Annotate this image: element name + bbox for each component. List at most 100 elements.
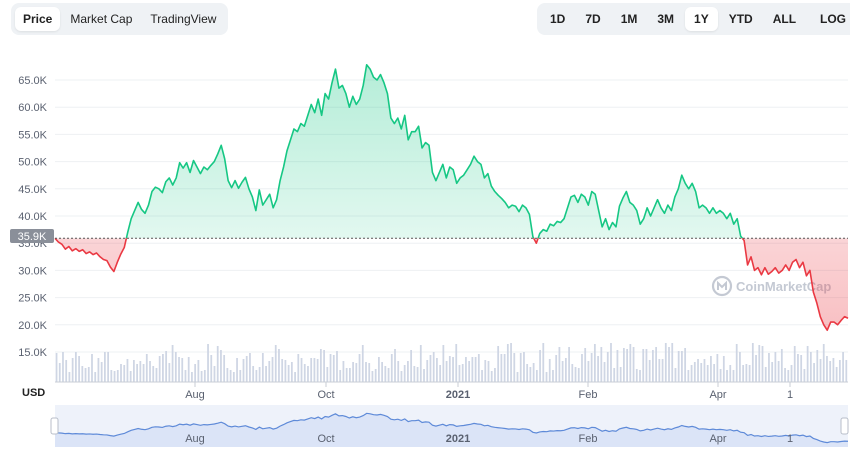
- volume-bar: [452, 357, 454, 382]
- volume-bar: [822, 344, 825, 382]
- volume-bar: [581, 354, 583, 382]
- volume-bar: [300, 358, 303, 382]
- range-tab-1d[interactable]: 1D: [550, 12, 566, 26]
- y-tick-label: 45.0K: [18, 184, 47, 196]
- price-area-up: [55, 64, 848, 239]
- range-navigator[interactable]: Aug Oct 2021 Feb Apr 1: [50, 405, 849, 447]
- price-line-up: [54, 63, 744, 239]
- volume-bar: [155, 368, 158, 382]
- volume-bar: [323, 350, 325, 382]
- volume-bar: [619, 367, 622, 382]
- volume-bar: [191, 372, 193, 382]
- volume-bar: [487, 361, 490, 382]
- tab-tradingview[interactable]: TradingView: [150, 12, 217, 26]
- volume-bar: [258, 367, 261, 382]
- volume-bar: [268, 361, 271, 382]
- volume-bar: [735, 344, 738, 382]
- navigator-right-handle[interactable]: [840, 417, 849, 435]
- volume-bar: [413, 366, 416, 382]
- volume-bar: [213, 366, 216, 382]
- volume-bar: [684, 348, 687, 382]
- grid-lines: [55, 79, 848, 353]
- volume-bar: [310, 358, 313, 382]
- volume-bar: [816, 350, 819, 382]
- coinmarketcap-watermark: CoinMarketCap: [711, 275, 831, 297]
- volume-bar: [297, 354, 300, 382]
- y-tick-label: 30.0K: [18, 265, 47, 277]
- x-tick-label: Feb: [579, 389, 598, 401]
- volume-bar: [419, 345, 422, 382]
- tab-market-cap[interactable]: Market Cap: [70, 12, 133, 26]
- volume-bar: [345, 368, 348, 382]
- volume-bar: [793, 346, 796, 382]
- volume-bar: [378, 357, 380, 382]
- y-tick-label: 25.0K: [18, 293, 47, 305]
- volume-bar: [245, 356, 248, 382]
- volume-bar: [181, 358, 184, 382]
- range-tab-1y[interactable]: 1Y: [685, 7, 718, 31]
- volume-bar: [655, 347, 658, 382]
- log-scale-button[interactable]: LOG: [820, 12, 846, 26]
- volume-bar: [726, 370, 728, 382]
- volume-bar: [813, 363, 815, 382]
- volume-bar: [403, 365, 406, 382]
- y-tick-label: 60.0K: [18, 102, 47, 114]
- volume-bar: [593, 344, 596, 382]
- volume-bar: [497, 346, 500, 382]
- watermark-text: CoinMarketCap: [736, 279, 831, 294]
- volume-bar: [416, 367, 419, 382]
- volume-bar: [410, 350, 413, 382]
- volume-bar: [535, 370, 538, 382]
- volume-bar: [661, 359, 664, 382]
- volume-bar: [239, 370, 242, 382]
- volume-bar: [648, 360, 651, 382]
- volume-bar: [220, 350, 222, 382]
- volume-bar: [674, 368, 677, 382]
- volume-bar: [829, 361, 832, 382]
- volume-bar: [426, 360, 429, 382]
- volume-bar: [561, 361, 564, 382]
- x-tick-label: Oct: [317, 389, 334, 401]
- volume-bar: [171, 345, 174, 382]
- volume-bar: [845, 360, 848, 382]
- range-tab-7d[interactable]: 7D: [585, 12, 601, 26]
- volume-bar: [107, 352, 109, 382]
- volume-bar: [610, 343, 612, 382]
- volume-bar: [455, 344, 458, 382]
- volume-bar: [210, 355, 213, 382]
- volume-bar: [510, 343, 512, 382]
- volume-bar: [584, 348, 587, 382]
- range-tab-all[interactable]: ALL: [772, 12, 797, 26]
- volume-bar: [819, 359, 822, 382]
- current-price-label: 35.9K: [10, 229, 54, 243]
- volume-bar: [564, 358, 567, 382]
- y-tick-label: 15.0K: [18, 347, 47, 359]
- volume-bar: [374, 369, 377, 382]
- volume-bar: [187, 357, 190, 382]
- volume-bar: [519, 353, 522, 382]
- volume-bar: [432, 352, 435, 382]
- volume-bar: [693, 362, 696, 382]
- volume-bar: [574, 367, 577, 382]
- volume-bar: [439, 365, 442, 382]
- volume-bar: [355, 363, 358, 382]
- range-tab-3m[interactable]: 3M: [657, 12, 675, 26]
- range-tab-ytd[interactable]: YTD: [728, 12, 753, 26]
- volume-bar: [716, 354, 719, 382]
- volume-bar: [490, 371, 493, 382]
- volume-bar: [116, 370, 119, 382]
- volume-bar: [352, 362, 354, 382]
- volume-bar: [600, 347, 603, 382]
- volume-bar: [523, 352, 525, 382]
- tab-price[interactable]: Price: [15, 7, 61, 31]
- navigator-left-handle[interactable]: [50, 417, 59, 435]
- volume-bar: [165, 351, 168, 382]
- range-tab-1m[interactable]: 1M: [620, 12, 638, 26]
- volume-bar: [751, 343, 754, 382]
- volume-bar: [78, 356, 80, 382]
- volume-bar: [178, 357, 180, 382]
- volume-bar: [236, 358, 238, 382]
- volume-bar: [703, 359, 706, 382]
- volume-bar: [91, 354, 93, 382]
- volume-bar: [368, 363, 371, 382]
